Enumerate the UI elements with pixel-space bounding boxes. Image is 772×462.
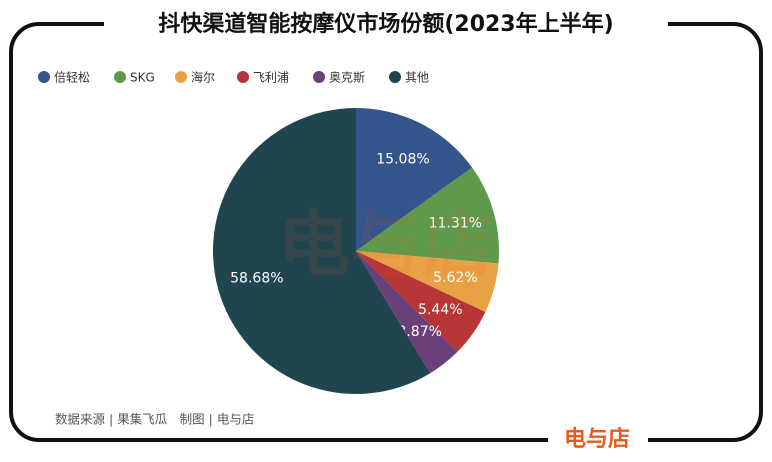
legend-label: SKG bbox=[130, 71, 155, 85]
slice-label: 11.31% bbox=[429, 216, 482, 232]
legend-swatch bbox=[389, 71, 401, 83]
pie-slice bbox=[356, 251, 458, 374]
legend-swatch bbox=[237, 71, 249, 83]
legend-swatch bbox=[175, 71, 187, 83]
brand-logo: 电与店 bbox=[564, 427, 630, 452]
legend-label: 飞利浦 bbox=[253, 71, 289, 85]
legend-label: 倍轻松 bbox=[54, 70, 90, 85]
pie-slice bbox=[356, 167, 499, 264]
slice-label: 58.68% bbox=[230, 271, 283, 287]
legend-label: 其他 bbox=[405, 71, 429, 85]
pie-slice bbox=[356, 251, 499, 312]
pie: 15.08% 11.31% 5.62% 5.44% 3.87% 58.68% bbox=[212, 108, 499, 394]
legend-swatch bbox=[313, 71, 325, 83]
pie-slice bbox=[212, 108, 431, 394]
slice-label: 5.44% bbox=[418, 302, 462, 318]
watermark: 电与店 bbox=[278, 203, 494, 287]
slice-label: 5.62% bbox=[433, 270, 477, 286]
slice-label: 3.87% bbox=[397, 324, 441, 340]
pie-slice bbox=[356, 251, 486, 352]
legend-swatch bbox=[38, 71, 50, 83]
legend: 倍轻松 SKG 海尔 飞利浦 奥克斯 其他 bbox=[38, 70, 429, 85]
legend-label: 海尔 bbox=[191, 70, 215, 85]
chart-title: 抖快渠道智能按摩仪市场份额(2023年上半年) bbox=[158, 11, 613, 37]
slice-label: 15.08% bbox=[376, 151, 429, 167]
title-backdrop bbox=[104, 6, 668, 42]
source-note: 数据来源 | 果集飞瓜 制图 | 电与店 bbox=[55, 412, 254, 427]
brand-backdrop bbox=[548, 424, 648, 456]
pie-slice bbox=[356, 108, 473, 251]
legend-swatch bbox=[114, 71, 126, 83]
legend-label: 奥克斯 bbox=[329, 71, 365, 85]
